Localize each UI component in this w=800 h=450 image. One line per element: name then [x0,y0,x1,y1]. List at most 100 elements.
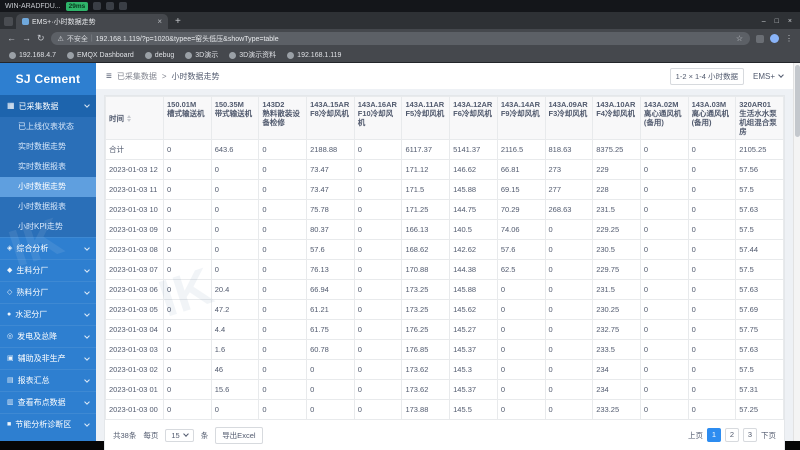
back-button[interactable]: ← [7,33,16,43]
next-page-button[interactable]: 下页 [761,430,776,440]
page-button[interactable]: 1 [707,428,721,442]
value-cell: 0 [639,199,689,220]
sidebar-section[interactable]: ■ 节能分析诊断区 [0,413,96,435]
browser-menu-icon[interactable]: ⋮ [785,34,793,43]
forward-button[interactable]: → [22,33,31,43]
tab-search-icon[interactable] [4,17,13,26]
sidebar-subitem[interactable]: 实时数据走势 [18,142,66,151]
column-header-time[interactable]: 时间 [105,96,164,140]
address-bar[interactable]: ⚠ 不安全 | 192.168.1.119/?p=1020&typee=窑头低压… [50,32,750,45]
bookmark-item[interactable]: 192.168.4.7 [9,51,56,59]
column-name: F3冷却风机 [548,109,588,118]
column-header[interactable]: 143A.10AR F4冷却风机 [592,96,641,140]
sort-desc-icon[interactable] [127,119,131,123]
sidebar-subitem[interactable]: 小时数据走势 [0,177,96,197]
prev-page-button[interactable]: 上页 [688,430,703,440]
value-cell: 0 [687,219,737,240]
profile-avatar[interactable] [770,34,779,43]
sidebar-group-collected-data[interactable]: ▦ 已采集数据 [0,95,96,117]
chevron-down-icon [84,398,90,405]
value-cell: 66.81 [496,159,546,180]
value-cell: 0 [544,319,594,340]
app-switcher[interactable]: EMS+ [753,72,784,81]
sidebar-subitem[interactable]: 已上线仪表状态 [18,122,74,131]
column-header[interactable]: 143A.09AR F3冷却风机 [544,96,594,140]
extensions-icon[interactable] [756,34,764,43]
sidebar-section[interactable]: ▣ 辅助及非生产 [0,347,96,369]
tab-close-icon[interactable]: × [157,17,162,26]
scrollbar-thumb[interactable] [794,65,800,137]
value-cell: 0 [163,219,212,240]
total-count-label: 共38条 [113,430,137,440]
column-header[interactable]: 143A.15AR F8冷却风机 [306,96,355,140]
column-header[interactable]: 143A.02M 离心通风机(备用) [639,96,689,140]
column-header[interactable]: 143A.11AR F5冷却风机 [401,96,451,140]
window-minimize-button[interactable]: – [761,18,766,25]
sidebar-section[interactable]: ◎ 发电及总降 [0,325,96,347]
value-cell: 0 [496,299,546,320]
bookmark-item[interactable]: 192.168.1.119 [287,51,341,59]
chevron-down-icon [84,288,90,295]
table-row: 2023-01-03 08 0 0 0 57.6 0 168.62 142.62 57.6 0 23… [105,239,784,260]
bookmark-item[interactable]: 3D演示 [185,50,218,60]
vm-toolbar-icon[interactable] [106,2,115,10]
page-size-select[interactable]: 15 [165,428,194,442]
value-cell: 145.62 [449,299,498,320]
sidebar-section[interactable]: ● 水泥分厂 [0,303,96,325]
value-cell: 74.06 [496,219,546,240]
column-header[interactable]: 143A.03M 离心通风机(备用) [687,96,737,140]
column-header[interactable]: 143A.14AR F9冷却风机 [496,96,546,140]
browser-tab[interactable]: EMS+·小时数据走势 × [16,14,168,29]
value-cell: 46 [210,359,260,380]
sidebar-section[interactable]: ▤ 报表汇总 [0,369,96,391]
sort-asc-icon[interactable] [127,115,131,119]
data-range-chip[interactable]: 1-2 × 1-4 小时数据 [669,67,744,85]
sidebar-section[interactable]: ▥ 查看布点数据 [0,391,96,413]
value-cell: 0 [210,159,260,180]
vertical-scrollbar[interactable] [793,63,800,441]
sidebar-section[interactable]: ◆ 生料分厂 [0,259,96,281]
sidebar-section[interactable]: ◈ 综合分析 [0,237,96,259]
bookmark-label: EMQX Dashboard [76,51,134,59]
column-header[interactable]: 143A.16AR F10冷却风机 [353,96,403,140]
bookmark-item[interactable]: EMQX Dashboard [66,51,134,59]
value-cell: 234 [592,359,641,380]
column-header[interactable]: 143A.12AR F6冷却风机 [449,96,498,140]
sidebar-section[interactable]: ◇ 熟料分厂 [0,281,96,303]
grid-icon: ▦ [7,101,15,110]
column-header[interactable]: 150.01M 槽式输送机 [163,96,212,140]
page-button[interactable]: 3 [743,428,757,442]
column-header[interactable]: 320AR01 生活水水泵机组混合泵房 [735,96,784,140]
window-close-button[interactable]: × [787,18,792,25]
value-cell: 0 [639,279,689,300]
value-cell: 0 [639,359,689,380]
value-cell: 0 [639,259,689,280]
value-cell: 0 [639,139,689,160]
value-cell: 57.6 [496,239,546,260]
export-excel-button[interactable]: 导出Excel [215,426,263,444]
window-maximize-button[interactable]: □ [774,18,779,25]
value-cell: 229.75 [592,259,641,280]
column-header[interactable]: 150.35M 带式输送机 [210,96,260,140]
sidebar-subitem[interactable]: 小时数据报表 [18,202,66,211]
sidebar-subitem[interactable]: 小时KPI走势 [18,222,63,231]
value-cell: 0 [163,379,212,400]
section-label: 查看布点数据 [17,398,66,407]
sidebar-collapse-icon[interactable]: ≡ [106,70,112,82]
bookmark-star-icon[interactable]: ☆ [735,34,743,43]
table-row: 2023-01-03 11 0 0 0 73.47 0 171.5 145.88 69.15 27… [105,179,784,200]
reload-button[interactable]: ↻ [37,33,45,43]
value-cell: 60.78 [306,339,355,360]
breadcrumb-parent[interactable]: 已采集数据 [116,71,157,81]
sidebar-subitem[interactable]: 实时数据报表 [18,162,66,171]
value-cell: 0 [353,199,403,220]
bookmark-item[interactable]: debug [144,51,174,59]
page-button[interactable]: 2 [725,428,739,442]
value-cell: 57.63 [735,339,784,360]
vm-toolbar-icon[interactable] [93,2,102,10]
value-cell: 0 [544,399,594,420]
new-tab-button[interactable]: + [175,16,181,27]
column-header[interactable]: 143D2 熟料散装设备检修 [258,96,308,140]
bookmark-item[interactable]: 3D演示资料 [229,50,276,60]
vm-toolbar-icon[interactable] [119,2,128,10]
